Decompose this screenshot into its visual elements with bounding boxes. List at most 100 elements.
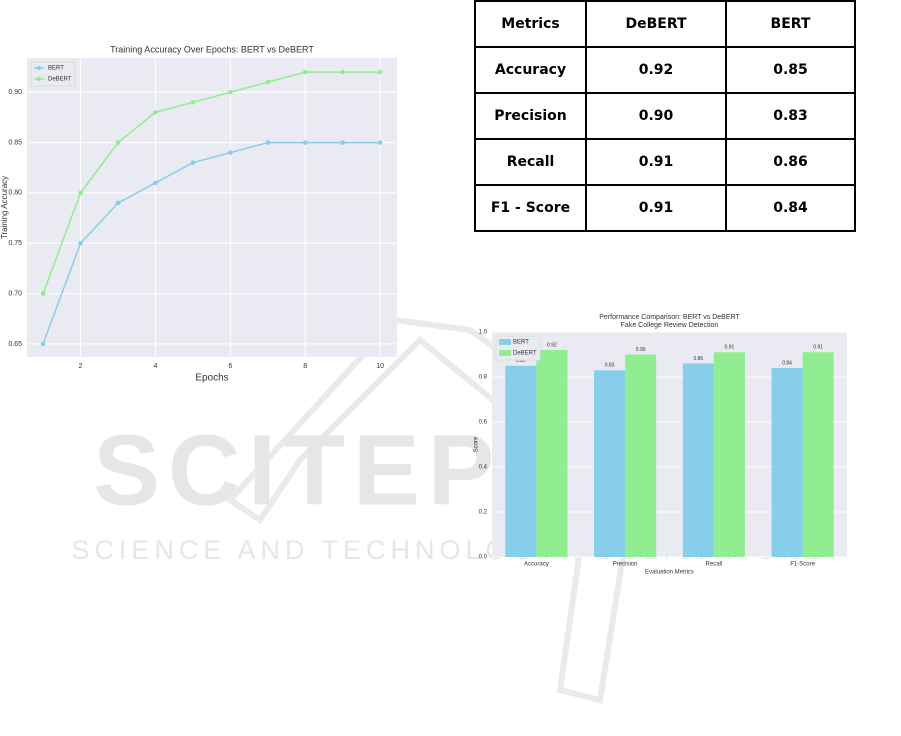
- series-line: [42, 141, 381, 345]
- y-axis-label: Score: [474, 436, 480, 452]
- y-tick-label: 0.0: [479, 555, 488, 561]
- legend-swatch: [499, 339, 511, 345]
- x-tick-label: Precision: [613, 562, 638, 568]
- header-cell: Metrics: [474, 0, 587, 48]
- y-tick-label: 0.90: [8, 89, 22, 96]
- x-tick-label: 8: [303, 363, 307, 370]
- table-cell: 0.92: [585, 46, 727, 94]
- bar: [771, 368, 803, 557]
- table-row: Accuracy 0.92 0.85: [474, 46, 856, 94]
- x-axis-label: Evaluation Metrics: [645, 570, 694, 576]
- x-tick-label: F1-Score: [790, 562, 815, 568]
- chart-subtitle: Fake College Review Detection: [621, 322, 719, 329]
- point: [153, 180, 158, 186]
- legend: BERT DeBERT: [30, 61, 76, 87]
- table-row: F1 - Score 0.91 0.84: [474, 184, 856, 232]
- series-line: [42, 71, 381, 294]
- point: [78, 240, 83, 246]
- bar: [505, 365, 537, 557]
- data-label: 0.85: [516, 358, 526, 364]
- table-cell: Accuracy: [474, 46, 587, 94]
- header-row: Metrics DeBERT BERT: [474, 0, 856, 48]
- point: [190, 160, 196, 166]
- point: [228, 150, 233, 155]
- table-cell: 0.90: [585, 92, 727, 140]
- y-tick-label: 0.85: [8, 139, 22, 146]
- data-label: 0.86: [693, 356, 703, 362]
- x-tick-label: 2: [79, 363, 83, 370]
- y-tick-label: 0.4: [479, 465, 488, 471]
- table-cell: Precision: [474, 92, 587, 140]
- table-cell: F1 - Score: [474, 184, 587, 232]
- y-axis-label: Training Accuracy: [0, 176, 9, 239]
- y-tick-label: 0.8: [479, 375, 488, 381]
- point: [340, 69, 345, 75]
- point: [302, 140, 308, 145]
- legend-label: DeBERT: [48, 77, 72, 83]
- table-cell: 0.86: [725, 138, 856, 186]
- table-cell: 0.83: [725, 92, 856, 140]
- legend: BERT DeBERT: [495, 335, 541, 361]
- point: [377, 69, 383, 75]
- x-tick-label: 4: [153, 363, 157, 370]
- data-label: 0.83: [605, 363, 615, 369]
- point: [40, 291, 46, 296]
- table-cell: 0.84: [725, 184, 856, 232]
- x-tick-label: Recall: [706, 562, 723, 568]
- y-tick-label: 0.70: [8, 290, 22, 297]
- y-tick-label: 1.0: [479, 330, 488, 336]
- y-tick-label: 0.2: [479, 510, 488, 516]
- x-tick-label: Accuracy: [524, 562, 549, 568]
- table-row: Recall 0.91 0.86: [474, 138, 856, 186]
- table-cell: 0.91: [585, 138, 727, 186]
- point: [340, 140, 345, 145]
- data-label: 0.92: [547, 342, 557, 348]
- y-tick-label: 0.6: [479, 420, 488, 426]
- point: [115, 200, 121, 206]
- metrics-table: Metrics DeBERT BERT Accuracy 0.92 0.85 Prec…: [474, 0, 856, 232]
- point: [265, 140, 271, 145]
- header-cell: DeBERT: [585, 0, 727, 48]
- chart: Training Accuracy Over Epochs: BERT vs D…: [0, 44, 397, 384]
- legend-dot: [37, 66, 41, 70]
- point: [265, 79, 271, 85]
- point: [78, 190, 83, 196]
- legend-label: BERT: [48, 66, 64, 72]
- y-tick-label: 0.75: [8, 240, 22, 247]
- chart: Performance Comparison: BERT vs DeBERTFa…: [474, 314, 847, 576]
- data-label: 0.90: [636, 347, 646, 353]
- bar: [802, 352, 834, 557]
- plot-area: [27, 58, 397, 357]
- bar: [536, 350, 568, 557]
- table-cell: Recall: [474, 138, 587, 186]
- legend-label: DeBERT: [513, 351, 537, 357]
- chart-title: Performance Comparison: BERT vs DeBERT: [599, 314, 740, 321]
- chart-title: Training Accuracy Over Epochs: BERT vs D…: [110, 44, 314, 54]
- data-label: 0.84: [782, 360, 792, 366]
- table-cell: 0.85: [725, 46, 856, 94]
- point: [40, 341, 46, 347]
- bar: [713, 352, 745, 557]
- header-cell: BERT: [725, 0, 856, 48]
- point: [302, 69, 308, 75]
- legend-swatch: [499, 350, 511, 356]
- point: [115, 140, 121, 145]
- bar: [682, 363, 714, 557]
- point: [190, 99, 196, 105]
- point: [228, 89, 233, 95]
- x-tick-label: 10: [376, 363, 384, 370]
- table-cell: 0.91: [585, 184, 727, 232]
- data-label: 0.91: [813, 345, 823, 351]
- point: [153, 110, 158, 115]
- x-axis-label: Epochs: [195, 373, 228, 384]
- bar: [594, 370, 626, 557]
- legend-label: BERT: [513, 340, 529, 346]
- table-row: Precision 0.90 0.83: [474, 92, 856, 140]
- legend-dot: [37, 77, 41, 81]
- y-tick-label: 0.65: [8, 341, 22, 348]
- legend-box: [30, 61, 76, 87]
- data-label: 0.91: [725, 345, 735, 351]
- y-tick-label: 0.80: [8, 190, 22, 197]
